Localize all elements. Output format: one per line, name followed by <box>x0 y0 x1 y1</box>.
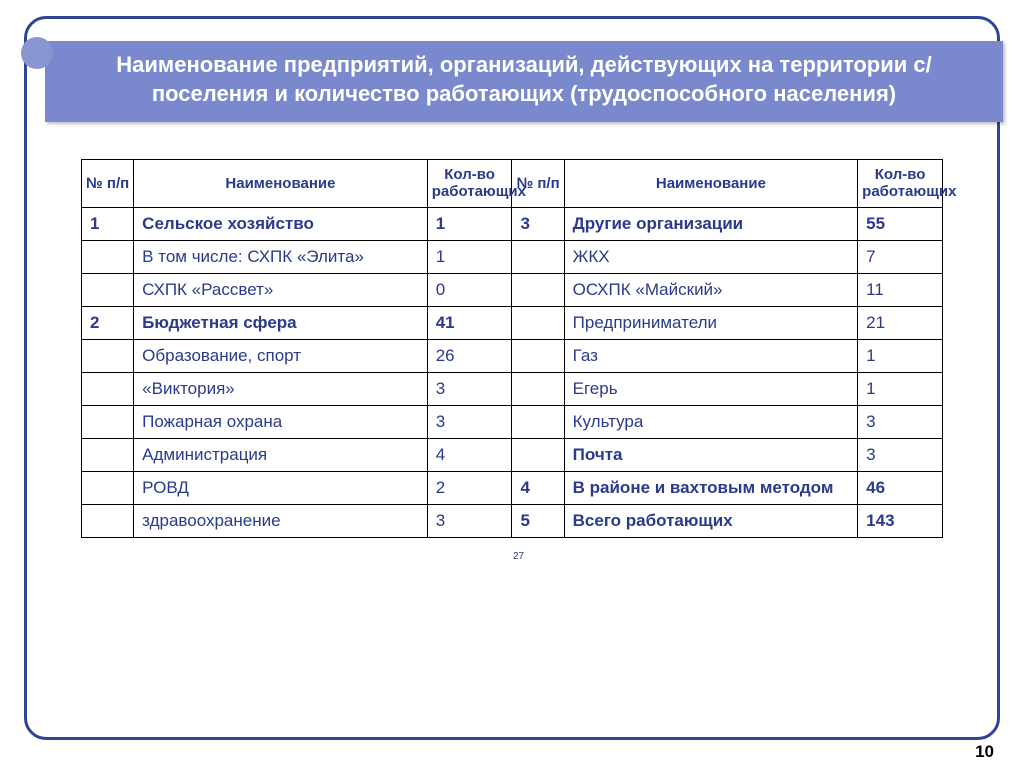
hdr-cnt-right: Кол-во работающих <box>858 160 943 208</box>
cell-count-left: 4 <box>427 438 512 471</box>
slide-title: Наименование предприятий, организаций, д… <box>45 41 1003 122</box>
cell-name-left: Образование, спорт <box>134 339 428 372</box>
cell-name-left: «Виктория» <box>134 372 428 405</box>
cell-idx-left <box>82 372 134 405</box>
cell-name-left: Пожарная охрана <box>134 405 428 438</box>
cell-count-right: 1 <box>858 372 943 405</box>
cell-count-right: 143 <box>858 504 943 537</box>
cell-idx-right: 4 <box>512 471 564 504</box>
cell-idx-left <box>82 339 134 372</box>
cell-name-left: Бюджетная сфера <box>134 306 428 339</box>
table-row: 1Сельское хозяйство13Другие организации5… <box>82 207 943 240</box>
cell-name-left: РОВД <box>134 471 428 504</box>
cell-name-left: Администрация <box>134 438 428 471</box>
cell-name-right: Предприниматели <box>564 306 858 339</box>
cell-count-right: 7 <box>858 240 943 273</box>
cell-name-left: СХПК «Рассвет» <box>134 273 428 306</box>
table-header-row: № п/п Наименование Кол-во работающих № п… <box>82 160 943 208</box>
content-area: № п/п Наименование Кол-во работающих № п… <box>81 159 943 695</box>
cell-count-left: 1 <box>427 240 512 273</box>
hdr-cnt-left: Кол-во работающих <box>427 160 512 208</box>
cell-count-left: 2 <box>427 471 512 504</box>
cell-name-right: Егерь <box>564 372 858 405</box>
table-row: СХПК «Рассвет»0 ОСХПК «Майский»11 <box>82 273 943 306</box>
cell-count-right: 21 <box>858 306 943 339</box>
table-row: здравоохранение35Всего работающих143 <box>82 504 943 537</box>
table-row: Образование, спорт26 Газ1 <box>82 339 943 372</box>
employment-table: № п/п Наименование Кол-во работающих № п… <box>81 159 943 538</box>
table-row: Администрация4 Почта3 <box>82 438 943 471</box>
cell-count-left: 26 <box>427 339 512 372</box>
cell-idx-left <box>82 405 134 438</box>
table-row: «Виктория»3 Егерь1 <box>82 372 943 405</box>
slide-frame: Наименование предприятий, организаций, д… <box>24 16 1000 740</box>
hdr-name-right: Наименование <box>564 160 858 208</box>
cell-count-right: 3 <box>858 405 943 438</box>
cell-name-left: здравоохранение <box>134 504 428 537</box>
cell-idx-right <box>512 240 564 273</box>
cell-name-right: Другие организации <box>564 207 858 240</box>
cell-idx-right: 5 <box>512 504 564 537</box>
cell-name-right: В районе и вахтовым методом <box>564 471 858 504</box>
cell-count-right: 1 <box>858 339 943 372</box>
decor-circle <box>21 37 53 69</box>
cell-idx-right: 3 <box>512 207 564 240</box>
table-row: 2Бюджетная сфера41 Предприниматели21 <box>82 306 943 339</box>
cell-count-left: 3 <box>427 372 512 405</box>
cell-idx-left <box>82 273 134 306</box>
cell-count-left: 3 <box>427 504 512 537</box>
cell-count-right: 46 <box>858 471 943 504</box>
page-number: 10 <box>975 742 994 762</box>
cell-idx-right <box>512 339 564 372</box>
cell-count-right: 11 <box>858 273 943 306</box>
cell-count-left: 0 <box>427 273 512 306</box>
cell-count-right: 3 <box>858 438 943 471</box>
cell-idx-right <box>512 405 564 438</box>
cell-idx-left <box>82 504 134 537</box>
cell-idx-left <box>82 471 134 504</box>
cell-name-right: Всего работающих <box>564 504 858 537</box>
table-row: В том числе: СХПК «Элита»1 ЖКХ7 <box>82 240 943 273</box>
cell-idx-left: 2 <box>82 306 134 339</box>
table-row: Пожарная охрана3Культура3 <box>82 405 943 438</box>
cell-idx-right <box>512 372 564 405</box>
cell-idx-right <box>512 306 564 339</box>
hdr-name-left: Наименование <box>134 160 428 208</box>
cell-name-right: Почта <box>564 438 858 471</box>
cell-idx-left: 1 <box>82 207 134 240</box>
cell-name-right: Газ <box>564 339 858 372</box>
hdr-idx-left: № п/п <box>82 160 134 208</box>
table-row: РОВД24В районе и вахтовым методом46 <box>82 471 943 504</box>
cell-idx-right <box>512 273 564 306</box>
cell-count-left: 3 <box>427 405 512 438</box>
cell-idx-right <box>512 438 564 471</box>
cell-name-right: ЖКХ <box>564 240 858 273</box>
cell-name-right: ОСХПК «Майский» <box>564 273 858 306</box>
cell-count-right: 55 <box>858 207 943 240</box>
cell-name-left: В том числе: СХПК «Элита» <box>134 240 428 273</box>
cell-name-left: Сельское хозяйство <box>134 207 428 240</box>
cell-count-left: 1 <box>427 207 512 240</box>
stray-number: 27 <box>513 551 524 562</box>
cell-name-right: Культура <box>564 405 858 438</box>
cell-count-left: 41 <box>427 306 512 339</box>
cell-idx-left <box>82 240 134 273</box>
cell-idx-left <box>82 438 134 471</box>
